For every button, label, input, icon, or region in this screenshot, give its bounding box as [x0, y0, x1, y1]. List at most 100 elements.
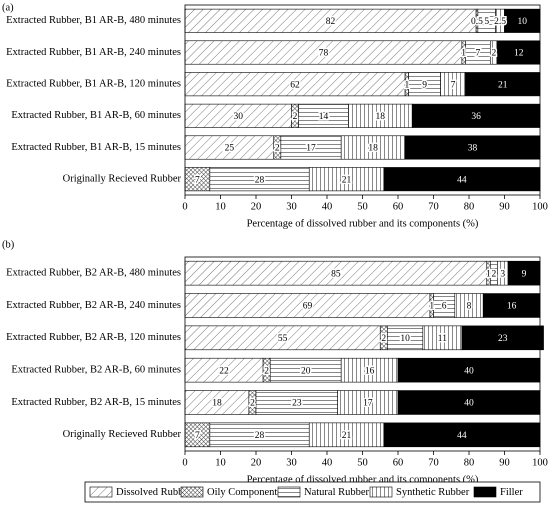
x-tick-label: 30 [286, 201, 297, 212]
value-label: 14 [319, 112, 329, 122]
x-tick-label: 100 [532, 201, 548, 212]
legend-swatch [89, 486, 113, 498]
category-label: Extracted Rubber, B2 AR-B, 480 minutes [6, 268, 181, 279]
category-label: Extracted Rubber, B1 AR-B, 480 minutes [6, 15, 181, 26]
value-label: 10 [400, 334, 410, 344]
x-tick-label: 100 [532, 457, 548, 468]
value-label: 16 [507, 302, 517, 312]
x-axis-title: Percentage of dissolved rubber and its c… [247, 474, 479, 485]
legend-label: Filler [500, 487, 523, 498]
value-label: 38 [468, 144, 478, 154]
plot-frame [184, 256, 541, 452]
value-label: 22 [219, 366, 229, 376]
category-label: Extracted Rubber, B1 AR-B, 120 minutes [6, 79, 181, 90]
value-label: 8 [467, 302, 472, 312]
x-tick-label: 20 [251, 201, 262, 212]
x-tick-label: 30 [286, 457, 297, 468]
category-label: Extracted Rubber, B2 AR-B, 120 minutes [6, 332, 181, 343]
category-label: Extracted Rubber, B1 AR-B, 15 minutes [11, 142, 181, 153]
value-label: 20 [301, 366, 311, 376]
x-tick-label: 10 [215, 201, 226, 212]
value-label: 44 [457, 175, 467, 185]
x-tick-label: 80 [464, 457, 475, 468]
category-label: Originally Recieved Rubber [63, 174, 182, 185]
value-label: 0.5 [471, 17, 483, 27]
legend-label: Dissolved Rubber [116, 487, 192, 498]
x-tick-label: 60 [393, 201, 404, 212]
value-label: 28 [255, 175, 265, 185]
x-tick-label: 0 [182, 457, 187, 468]
value-label: 40 [464, 399, 474, 409]
category-label: Extracted Rubber, B2 AR-B, 15 minutes [11, 397, 181, 408]
value-label: 7 [476, 49, 481, 59]
value-label: 2 [491, 49, 496, 59]
x-tick-label: 90 [499, 201, 510, 212]
category-label: Extracted Rubber, B1 AR-B, 60 minutes [11, 110, 181, 121]
category-label: Extracted Rubber, B2 AR-B, 60 minutes [11, 365, 181, 376]
panel-label: (b) [2, 239, 15, 250]
value-label: 82 [326, 17, 336, 27]
x-tick-label: 40 [322, 457, 333, 468]
value-label: 36 [471, 112, 481, 122]
value-label: 18 [368, 144, 378, 154]
legend-label: Synthetic Rubber [396, 487, 470, 498]
x-tick-label: 20 [251, 457, 262, 468]
legend-swatch [277, 486, 301, 498]
value-label: 6 [442, 302, 447, 312]
value-label: 18 [212, 399, 222, 409]
value-label: 7 [195, 175, 200, 185]
value-label: 1 [405, 80, 410, 90]
x-tick-label: 50 [357, 457, 368, 468]
value-label: 10 [518, 17, 528, 27]
legend-label: Natural Rubber [304, 487, 370, 498]
x-axis-title: Percentage of dissolved rubber and its c… [247, 218, 479, 229]
category-label: Extracted Rubber, B1 AR-B, 240 minutes [6, 47, 181, 58]
x-tick-label: 50 [357, 201, 368, 212]
value-label: 3 [500, 269, 505, 279]
legend-swatch [473, 486, 497, 498]
value-label: 17 [363, 399, 373, 409]
x-tick-label: 90 [499, 457, 510, 468]
value-label: 9 [422, 80, 427, 90]
category-label: Originally Recieved Rubber [63, 429, 182, 440]
value-label: 2 [264, 366, 269, 376]
value-label: 2.5 [494, 17, 506, 27]
legend-label: Oily Components [207, 487, 281, 498]
value-label: 7 [195, 431, 200, 441]
value-label: 23 [498, 334, 508, 344]
x-tick-label: 10 [215, 457, 226, 468]
x-tick-label: 70 [428, 457, 439, 468]
value-label: 62 [290, 80, 300, 90]
value-label: 30 [234, 112, 244, 122]
value-label: 44 [457, 431, 467, 441]
value-label: 85 [331, 269, 341, 279]
value-label: 2 [250, 399, 255, 409]
value-label: 11 [438, 334, 447, 344]
value-label: 12 [514, 49, 524, 59]
value-label: 5 [484, 17, 489, 27]
x-tick-label: 40 [322, 201, 333, 212]
category-label: Extracted Rubber, B2 AR-B, 240 minutes [6, 300, 181, 311]
plot-frame [184, 4, 541, 196]
value-label: 23 [292, 399, 302, 409]
value-label: 78 [319, 49, 329, 59]
x-tick-label: 80 [464, 201, 475, 212]
panel-label: (a) [2, 2, 14, 13]
value-label: 28 [255, 431, 265, 441]
value-label: 2 [293, 112, 298, 122]
legend-swatch [180, 486, 204, 498]
value-label: 7 [451, 80, 456, 90]
value-label: 21 [342, 431, 352, 441]
value-label: 25 [225, 144, 235, 154]
value-label: 2 [381, 334, 386, 344]
value-label: 2 [491, 269, 496, 279]
value-label: 1 [429, 302, 434, 312]
x-tick-label: 70 [428, 201, 439, 212]
legend-swatch [369, 486, 393, 498]
value-label: 40 [464, 366, 474, 376]
value-label: 69 [303, 302, 313, 312]
value-label: 1 [486, 269, 491, 279]
x-tick-label: 60 [393, 457, 404, 468]
value-label: 17 [306, 144, 316, 154]
